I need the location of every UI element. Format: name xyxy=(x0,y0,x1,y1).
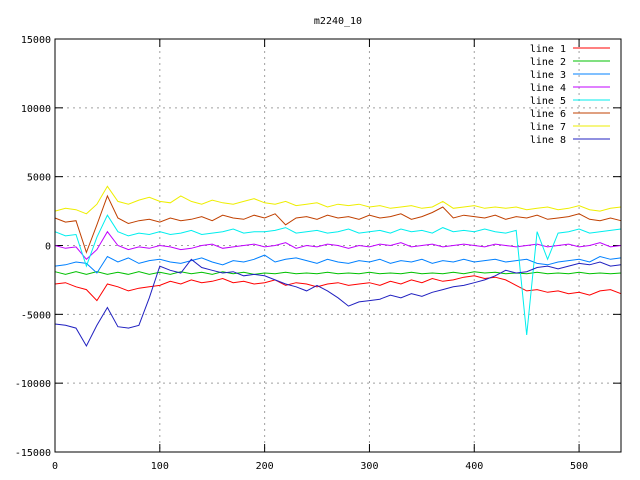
x-tick-label: 400 xyxy=(465,461,483,472)
y-tick-label: 5000 xyxy=(27,173,51,184)
chart-title: m2240_10 xyxy=(314,16,362,27)
axes: -15000 -10000 -5000 0 5000 10000 15000 0 100 200 3… xyxy=(15,35,621,472)
y-tick-label: 0 xyxy=(45,242,51,253)
legend-label: line 4 xyxy=(530,83,566,94)
series-line-2 xyxy=(54,271,622,275)
legend-label: line 2 xyxy=(530,57,566,68)
series-line-8 xyxy=(54,258,622,348)
y-tick-label: -10000 xyxy=(15,379,51,390)
x-tick-label: 0 xyxy=(52,461,58,472)
series-line-6 xyxy=(54,194,622,254)
y-tick-label: -5000 xyxy=(21,310,51,321)
legend-label: line 1 xyxy=(530,44,566,55)
x-tick-label: 100 xyxy=(151,461,169,472)
y-tick-label: 15000 xyxy=(21,35,51,46)
series-line-5 xyxy=(54,214,622,336)
series-line-1 xyxy=(54,275,622,302)
series-line-7 xyxy=(54,185,622,215)
plot-frame xyxy=(54,38,622,453)
legend: line 1 line 2 line 3 line 4 line 5 line 6 line… xyxy=(530,44,610,146)
legend-label: line 7 xyxy=(530,122,566,133)
legend-label: line 3 xyxy=(530,70,566,81)
y-tick-label: 10000 xyxy=(21,104,51,115)
x-tick-label: 200 xyxy=(256,461,274,472)
y-tick-label: -15000 xyxy=(15,448,51,459)
series-line-3 xyxy=(54,254,622,274)
legend-label: line 6 xyxy=(530,109,566,120)
x-tick-label: 500 xyxy=(570,461,588,472)
x-tick-label: 300 xyxy=(360,461,378,472)
series-group xyxy=(54,185,622,348)
series-line-4 xyxy=(54,230,622,261)
legend-label: line 5 xyxy=(530,96,566,107)
legend-label: line 8 xyxy=(530,135,566,146)
